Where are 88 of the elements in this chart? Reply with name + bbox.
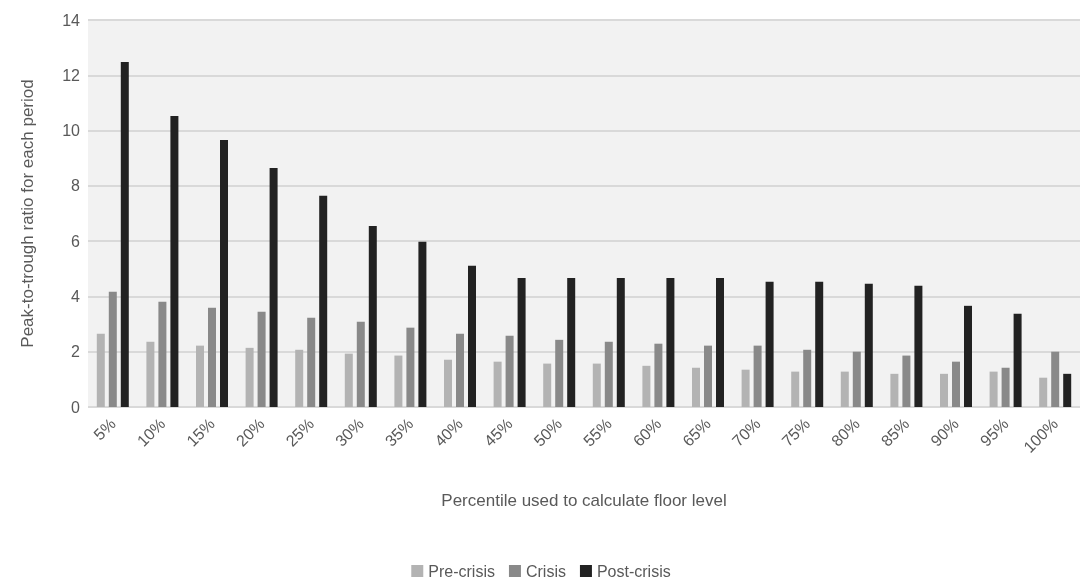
bar	[196, 345, 204, 407]
x-tick-label: 5%	[90, 414, 119, 444]
bar	[344, 353, 353, 407]
bar	[592, 363, 601, 407]
bar	[840, 371, 849, 407]
legend-label: Pre-crisis	[428, 562, 495, 580]
bar	[555, 339, 564, 407]
bar	[666, 277, 675, 407]
bar	[989, 371, 998, 407]
bar	[456, 333, 464, 407]
bar	[406, 327, 415, 407]
x-tick-label: 30%	[332, 414, 367, 450]
x-tick-label: 60%	[629, 414, 665, 450]
y-tick-label: 12	[62, 66, 81, 84]
bar	[257, 311, 266, 407]
bar	[741, 369, 750, 407]
bar	[852, 351, 861, 407]
bar	[753, 345, 762, 407]
bar	[902, 355, 911, 407]
x-tick-label: 75%	[778, 414, 814, 450]
y-axis-title: Peak-to-trough ratio for each period	[18, 79, 37, 348]
bar	[208, 307, 216, 407]
y-tick-label: 4	[71, 287, 81, 305]
bar	[543, 363, 552, 407]
bar	[394, 355, 403, 407]
x-tick-label: 55%	[580, 414, 615, 450]
bar	[517, 277, 526, 407]
bar	[220, 139, 228, 407]
x-tick-label: 70%	[728, 414, 764, 450]
bar	[468, 265, 476, 407]
bar	[505, 335, 514, 407]
bar	[864, 283, 873, 407]
bar	[642, 365, 651, 407]
bar	[914, 285, 923, 407]
bar	[890, 373, 899, 407]
bar	[368, 225, 377, 407]
y-tick-label: 8	[71, 177, 81, 195]
bar	[108, 291, 117, 407]
bar	[716, 277, 724, 407]
legend-label: Crisis	[525, 562, 566, 580]
y-tick-label: 6	[71, 232, 81, 250]
bar	[692, 367, 700, 407]
x-axis-title: Percentile used to calculate floor level	[441, 491, 727, 510]
y-tick-label: 0	[71, 398, 81, 416]
bar	[418, 241, 427, 407]
x-tick-label: 35%	[381, 414, 417, 450]
x-tick-label: 85%	[877, 414, 913, 450]
bar	[616, 277, 625, 407]
bar	[146, 341, 155, 407]
y-tick-label: 2	[71, 343, 81, 361]
bar	[704, 345, 712, 407]
bar	[158, 301, 167, 407]
x-tick-label: 95%	[976, 414, 1012, 450]
y-tick-label: 14	[62, 11, 81, 29]
bar	[245, 347, 254, 407]
bar	[319, 195, 328, 407]
bar	[96, 333, 105, 407]
bar	[170, 115, 179, 407]
x-tick-label: 45%	[480, 414, 516, 450]
x-tick-label: 65%	[679, 414, 715, 450]
bar	[791, 371, 800, 407]
bar	[940, 373, 948, 407]
bar	[654, 343, 663, 407]
x-tick-label: 80%	[828, 414, 863, 450]
y-tick-label: 10	[62, 122, 81, 140]
bar	[1063, 373, 1072, 407]
bar	[493, 361, 502, 407]
bar	[295, 349, 304, 407]
bar	[444, 359, 452, 407]
x-tick-label: 50%	[530, 414, 566, 450]
bar	[120, 62, 129, 407]
bar	[1001, 367, 1010, 407]
bar	[964, 305, 972, 407]
bar	[567, 277, 576, 407]
bar	[269, 167, 278, 407]
bar	[815, 281, 824, 407]
x-tick-label: 40%	[431, 414, 467, 450]
bar	[1051, 351, 1060, 407]
x-tick-label: 90%	[927, 414, 963, 450]
bar	[356, 321, 365, 407]
bar	[604, 341, 613, 407]
bar	[765, 281, 774, 407]
bar	[1039, 377, 1048, 407]
bar	[803, 349, 812, 407]
legend-label: Post-crisis	[596, 562, 671, 580]
bar	[307, 317, 316, 407]
bar	[952, 361, 960, 407]
bar	[1013, 313, 1022, 407]
